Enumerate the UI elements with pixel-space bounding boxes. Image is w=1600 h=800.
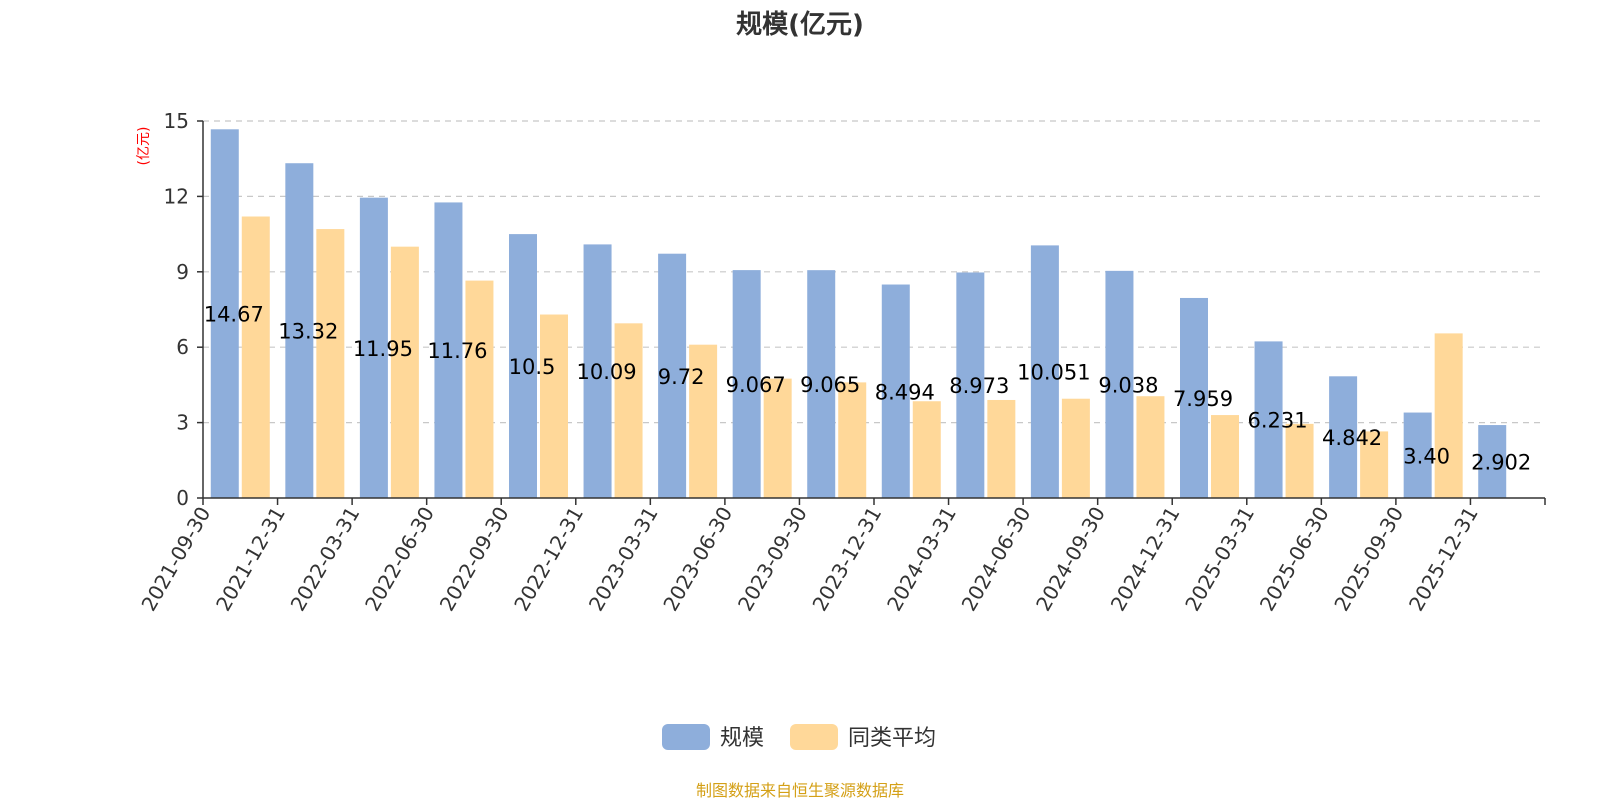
data-label-2025-03-31: 6.231 bbox=[1247, 409, 1307, 433]
bar-scale-2023-09-30 bbox=[807, 270, 836, 498]
x-tick-label: 2021-12-31 bbox=[211, 503, 290, 616]
bar-scale-2022-06-30 bbox=[434, 202, 463, 498]
bar-scale-2024-09-30 bbox=[1105, 270, 1134, 498]
data-label-2022-06-30: 11.76 bbox=[427, 339, 487, 363]
bar-peer-average-2024-12-31 bbox=[1211, 415, 1239, 498]
legend-label: 规模 bbox=[720, 726, 764, 751]
bar-scale-2025-03-31 bbox=[1254, 341, 1283, 498]
x-tick-label: 2024-09-30 bbox=[1031, 503, 1110, 616]
data-label-2024-12-31: 7.959 bbox=[1173, 387, 1233, 411]
bar-scale-2023-12-31 bbox=[881, 284, 910, 498]
data-label-2021-09-30: 14.67 bbox=[204, 303, 264, 327]
x-tick-label: 2025-03-31 bbox=[1180, 503, 1259, 616]
bar-peer-average-2024-09-30 bbox=[1136, 396, 1165, 498]
x-tick-label: 2024-06-30 bbox=[957, 503, 1036, 616]
grid-lines bbox=[203, 120, 1545, 424]
data-labels: 14.67 13.32 11.95 11.76 10.5 10.09 9.72 9.067 9.… bbox=[204, 303, 1532, 475]
y-tick-label: 6 bbox=[176, 335, 189, 359]
bar-scale-2024-06-30 bbox=[1030, 245, 1059, 498]
bar-peer-average-2023-06-30 bbox=[763, 378, 792, 498]
data-label-2024-03-31: 8.973 bbox=[949, 374, 1009, 398]
bar-scale-2022-09-30 bbox=[509, 234, 537, 498]
bar-scale-2024-03-31 bbox=[956, 272, 985, 498]
data-label-2025-06-30: 4.842 bbox=[1322, 426, 1382, 450]
y-axis: 0 3 6 9 12 15 bbox=[164, 109, 204, 510]
x-tick-label: 2023-06-30 bbox=[658, 503, 737, 616]
data-label-2023-06-30: 9.067 bbox=[726, 373, 786, 397]
x-tick-label: 2022-06-30 bbox=[360, 503, 439, 616]
x-tick-label: 2022-09-30 bbox=[435, 503, 514, 616]
data-label-2024-09-30: 9.038 bbox=[1098, 373, 1158, 397]
bar-peer-average-2024-03-31 bbox=[987, 399, 1016, 498]
bar-scale-2025-09-30 bbox=[1403, 412, 1432, 498]
bar-peer-average-2022-12-31 bbox=[614, 323, 643, 498]
x-tick-label: 2023-03-31 bbox=[584, 503, 663, 616]
x-tick-label: 2023-12-31 bbox=[807, 503, 886, 616]
bars bbox=[210, 129, 1507, 499]
x-tick-label: 2025-06-30 bbox=[1255, 503, 1334, 616]
y-tick-label: 9 bbox=[176, 260, 189, 284]
legend-swatch bbox=[662, 724, 710, 750]
bar-scale-2022-03-31 bbox=[359, 197, 388, 498]
x-tick-label: 2025-12-31 bbox=[1404, 503, 1483, 616]
bar-peer-average-2023-09-30 bbox=[838, 382, 867, 498]
data-label-2022-09-30: 10.5 bbox=[509, 355, 556, 379]
data-label-2022-03-31: 11.95 bbox=[353, 337, 413, 361]
legend-item-peer-average[interactable]: 同类平均 bbox=[790, 724, 936, 751]
legend-label: 同类平均 bbox=[848, 726, 936, 751]
bar-peer-average-2022-03-31 bbox=[390, 246, 419, 498]
data-label-2023-09-30: 9.065 bbox=[800, 373, 860, 397]
bar-peer-average-2023-03-31 bbox=[689, 344, 718, 498]
bar-scale-2024-12-31 bbox=[1180, 297, 1208, 498]
legend-swatch bbox=[790, 724, 838, 750]
x-tick-label: 2022-03-31 bbox=[286, 503, 365, 616]
bar-peer-average-2025-06-30 bbox=[1360, 431, 1389, 498]
data-label-2023-12-31: 8.494 bbox=[875, 380, 935, 404]
chart-title: 规模(亿元) bbox=[736, 10, 864, 40]
bar-scale-2021-12-31 bbox=[285, 163, 314, 498]
data-label-2024-06-30: 10.051 bbox=[1017, 361, 1090, 385]
x-tick-label: 2024-12-31 bbox=[1106, 503, 1185, 616]
bar-scale-2023-03-31 bbox=[658, 253, 687, 498]
bar-scale-2025-06-30 bbox=[1329, 376, 1358, 498]
legend[interactable]: 规模 同类平均 bbox=[662, 724, 936, 751]
bar-peer-average-2022-06-30 bbox=[465, 280, 494, 498]
data-label-2025-09-30: 3.40 bbox=[1403, 444, 1450, 468]
data-label-2025-12-31: 2.902 bbox=[1471, 451, 1531, 475]
bar-peer-average-2022-09-30 bbox=[540, 314, 568, 498]
x-tick-label: 2023-09-30 bbox=[733, 503, 812, 616]
data-label-2023-03-31: 9.72 bbox=[658, 365, 705, 389]
bar-scale-2021-09-30 bbox=[210, 129, 239, 498]
bar-peer-average-2024-06-30 bbox=[1061, 398, 1090, 498]
legend-item-scale[interactable]: 规模 bbox=[662, 724, 764, 751]
bar-peer-average-2025-09-30 bbox=[1434, 333, 1463, 498]
bar-peer-average-2025-03-31 bbox=[1285, 423, 1314, 498]
x-tick-label: 2024-03-31 bbox=[882, 503, 961, 616]
x-tick-label: 2025-09-30 bbox=[1329, 503, 1408, 616]
y-tick-label: 3 bbox=[176, 411, 189, 435]
y-axis-unit-label: (亿元) bbox=[136, 127, 152, 166]
y-tick-label: 12 bbox=[164, 184, 189, 208]
data-source-note: 制图数据来自恒生聚源数据库 bbox=[696, 781, 904, 800]
x-tick-label: 2022-12-31 bbox=[509, 503, 588, 616]
data-label-2022-12-31: 10.09 bbox=[576, 360, 636, 384]
bar-scale-2022-12-31 bbox=[583, 244, 612, 498]
bar-peer-average-2023-12-31 bbox=[912, 401, 941, 498]
y-tick-label: 0 bbox=[176, 486, 189, 510]
bar-scale-2023-06-30 bbox=[732, 270, 761, 498]
y-tick-label: 15 bbox=[164, 109, 189, 133]
data-label-2021-12-31: 13.32 bbox=[278, 320, 338, 344]
x-axis: 2021-09-302021-12-312022-03-312022-06-30… bbox=[136, 497, 1546, 616]
x-tick-label: 2021-09-30 bbox=[136, 503, 215, 616]
bar-scale-2025-12-31 bbox=[1478, 425, 1507, 498]
bar-peer-average-2021-09-30 bbox=[241, 216, 270, 499]
bar-peer-average-2021-12-31 bbox=[316, 229, 345, 498]
